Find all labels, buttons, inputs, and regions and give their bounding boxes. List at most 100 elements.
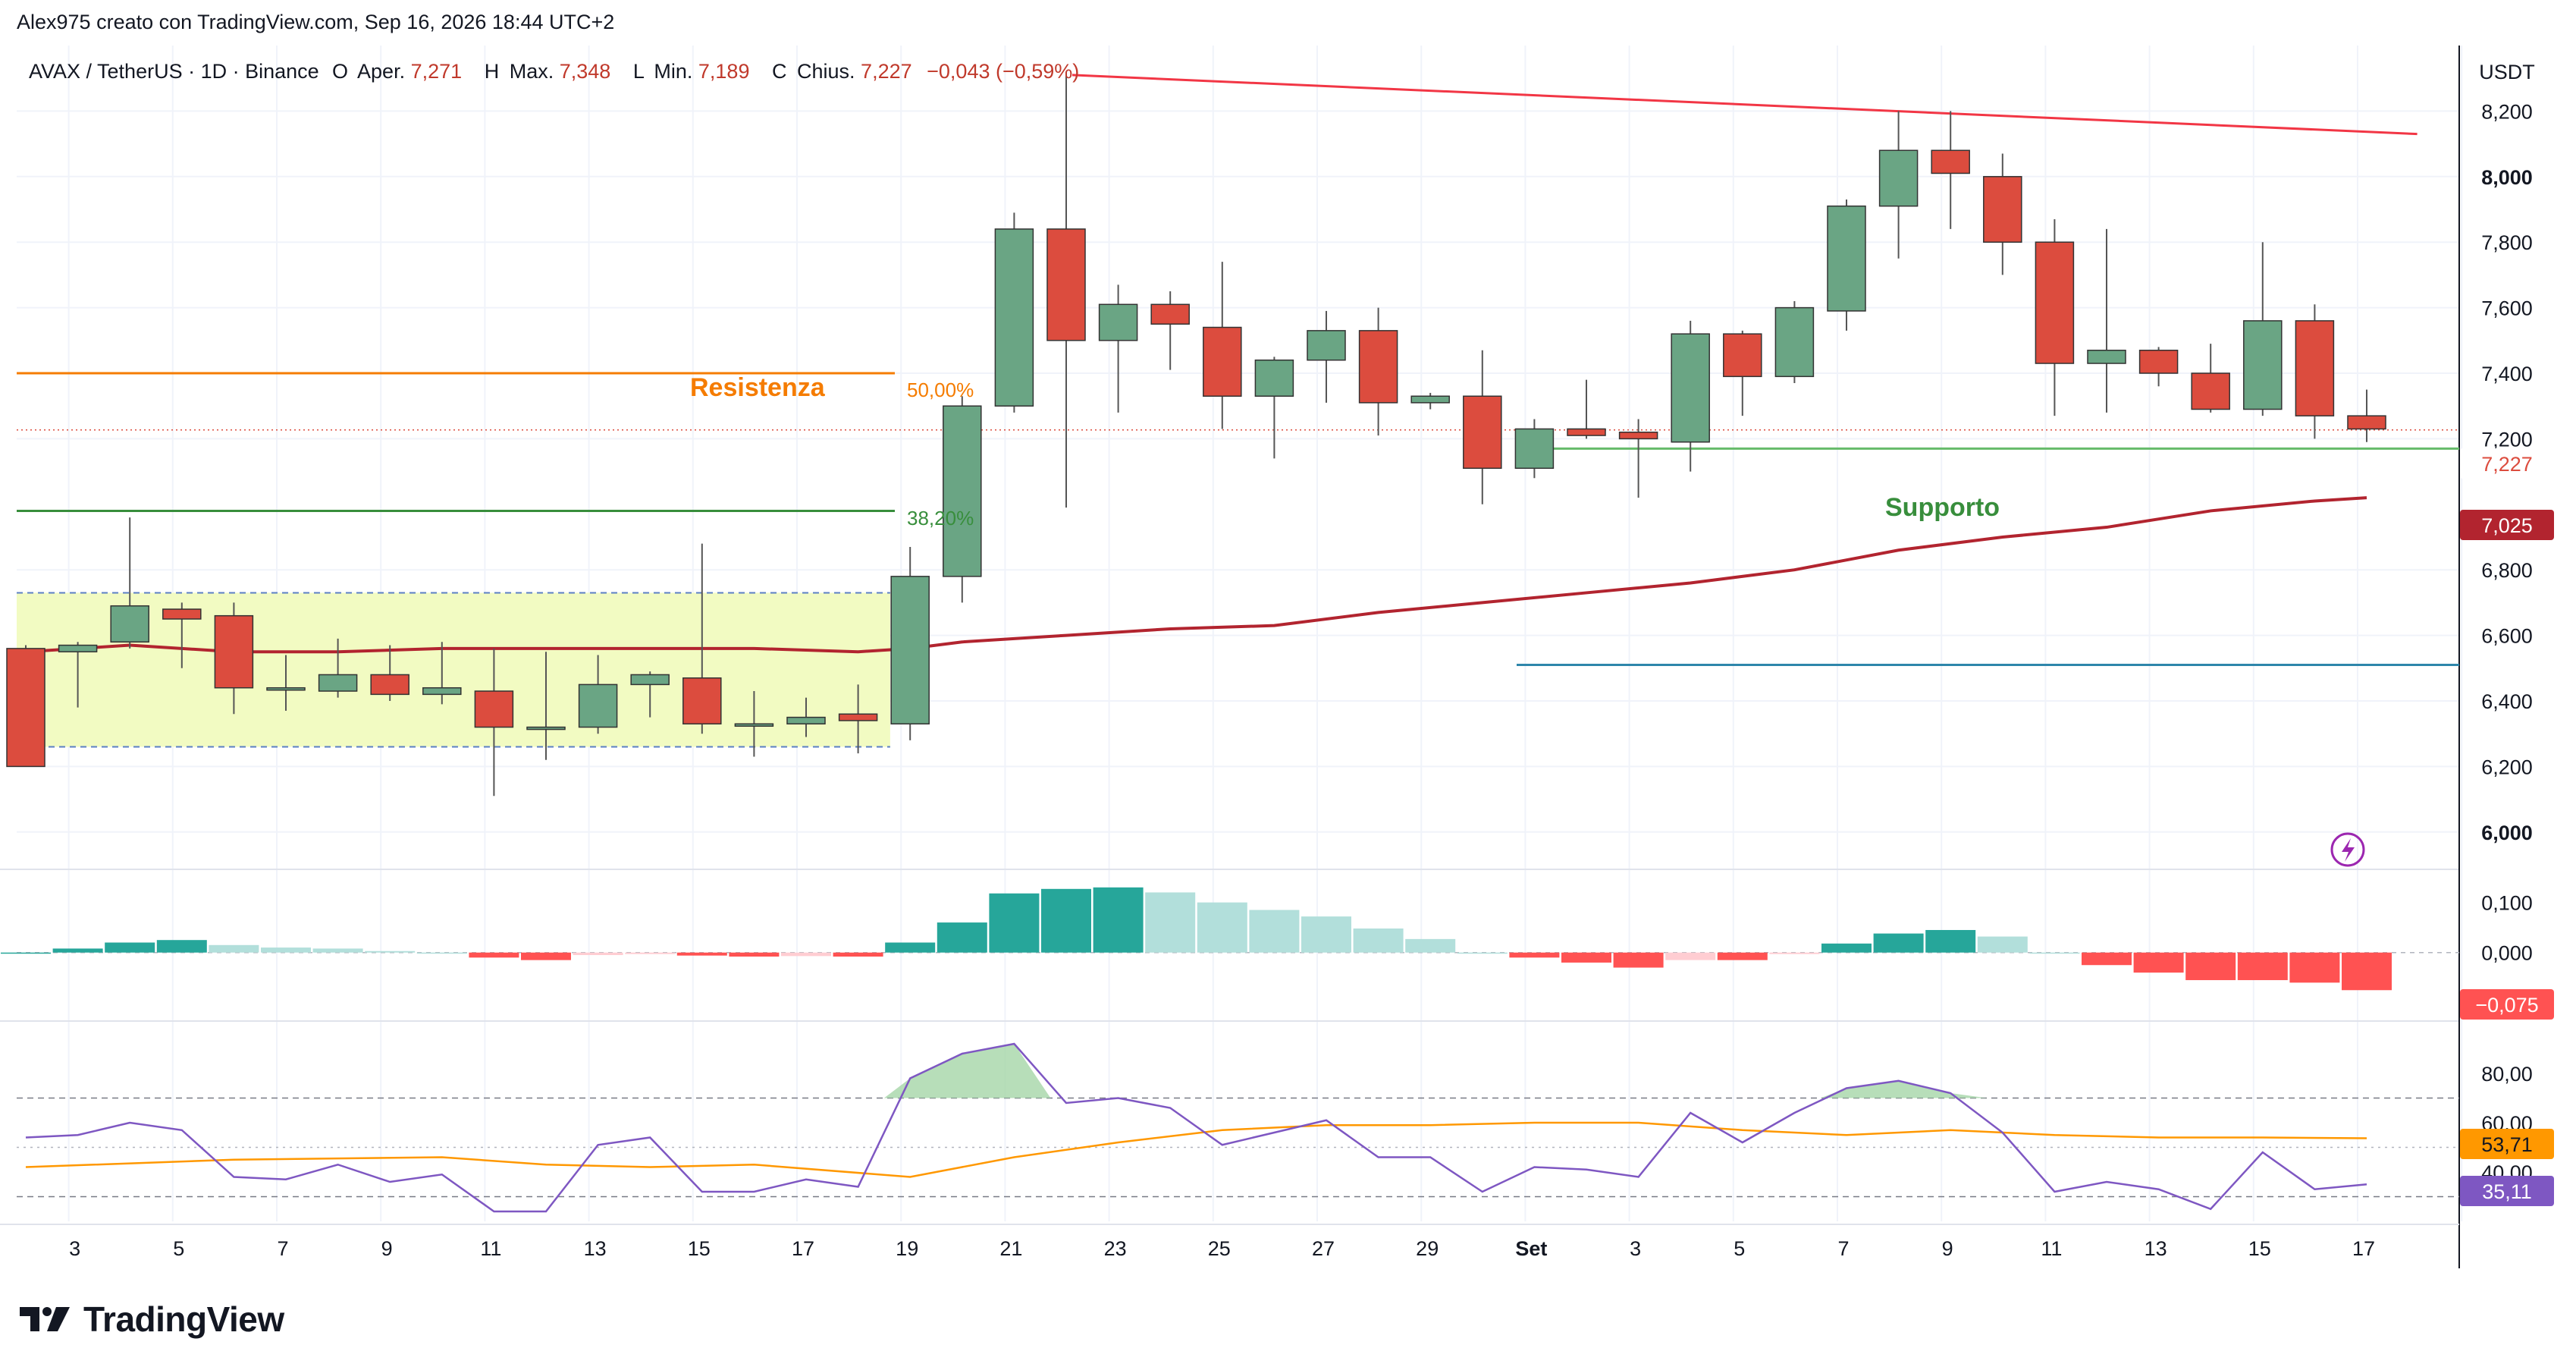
- candle: [1827, 200, 1866, 331]
- candle-body: [1150, 303, 1190, 325]
- macd-bar: [1145, 892, 1196, 953]
- candle: [422, 642, 462, 705]
- macd-tick-label: 0,000: [2481, 942, 2533, 965]
- macd-bar: [729, 952, 780, 957]
- candle: [1671, 320, 1710, 472]
- candle: [1618, 419, 1658, 498]
- price-tick-label: 6,600: [2481, 625, 2533, 648]
- candle: [2191, 344, 2230, 413]
- macd-bar: [989, 893, 1040, 953]
- candle: [1983, 153, 2022, 275]
- price-tick-label: 7,400: [2481, 363, 2533, 385]
- candle: [1098, 284, 1138, 413]
- legend-o-label: O: [332, 60, 348, 83]
- candle: [2035, 218, 2075, 416]
- candle-body: [318, 674, 358, 692]
- candle-body: [370, 674, 409, 696]
- legend-ohlc: O Aper. 7,271 H Max. 7,348 L Min. 7,189 …: [332, 60, 1079, 83]
- macd-bar: [781, 952, 831, 957]
- macd-bar: [2185, 952, 2236, 981]
- time-tick-label: 19: [896, 1237, 918, 1260]
- tradingview-logo-text: TradingView: [83, 1299, 284, 1339]
- candle: [370, 645, 409, 701]
- candle-body: [58, 644, 98, 652]
- fib-382-label: 38,20%: [907, 507, 974, 529]
- macd-bar: [416, 952, 467, 954]
- range-box: [17, 592, 890, 747]
- price-tick-label: 6,800: [2481, 559, 2533, 582]
- candle: [1514, 419, 1555, 479]
- macd-bar: [469, 952, 519, 958]
- candle: [890, 546, 930, 740]
- flash-icon[interactable]: [2330, 832, 2365, 867]
- tradingview-logo[interactable]: TradingView: [18, 1299, 284, 1340]
- time-tick-label: 29: [1416, 1237, 1439, 1260]
- moving-average-line: [25, 496, 2367, 654]
- candlesticks: [6, 71, 2386, 797]
- macd-bar: [156, 940, 207, 953]
- legend-open-value: 7,271: [411, 60, 463, 83]
- candle: [266, 655, 306, 711]
- candle: [943, 396, 982, 603]
- candle-body: [2035, 241, 2075, 364]
- candle: [318, 638, 358, 698]
- candle-body: [734, 723, 774, 727]
- legend-open-label: Aper.: [357, 60, 405, 83]
- candle-body: [422, 687, 462, 696]
- candle: [2347, 389, 2386, 442]
- rsi-panel: [17, 1042, 2459, 1213]
- macd-bar: [2133, 952, 2184, 973]
- legend-close-label: Chius.: [797, 60, 855, 83]
- currency-label[interactable]: USDT: [2479, 61, 2535, 83]
- macd-bar: [625, 952, 676, 954]
- time-tick-label: 5: [1734, 1237, 1745, 1260]
- macd-bar: [1873, 933, 1924, 953]
- svg-text:53,71: 53,71: [2481, 1133, 2533, 1156]
- macd-bar: [1197, 902, 1247, 953]
- macd-bar: [105, 942, 155, 953]
- candle: [110, 517, 149, 649]
- candle-body: [1463, 395, 1502, 470]
- candle-body: [890, 576, 930, 724]
- price-tick-label: 7,600: [2481, 297, 2533, 320]
- time-tick-label: 11: [2041, 1237, 2062, 1260]
- candle-body: [1618, 432, 1658, 440]
- candle: [1358, 307, 1398, 436]
- legend-l-label: L: [633, 60, 645, 83]
- macd-bar: [2082, 952, 2132, 966]
- macd-bar: [1769, 952, 1820, 954]
- macd-bar: [937, 922, 987, 953]
- candle: [1774, 300, 1815, 383]
- candle: [526, 652, 566, 760]
- macd-bar: [521, 952, 571, 960]
- candle-body: [1410, 395, 1450, 404]
- macd-bar: [2237, 952, 2288, 981]
- macd-bar: [676, 952, 727, 956]
- overlays: [17, 74, 2459, 748]
- candle-body: [630, 674, 670, 686]
- legend-c-label: C: [772, 60, 787, 83]
- legend-symbol[interactable]: AVAX / TetherUS · 1D · Binance: [29, 60, 319, 83]
- tradingview-logo-icon: [20, 1307, 70, 1331]
- macd-bar: [1457, 952, 1508, 954]
- rsi-overbought-fill: [1820, 1080, 1988, 1098]
- candle: [1567, 379, 1606, 439]
- time-tick-label: Set: [1515, 1237, 1547, 1260]
- candle-body: [1098, 303, 1138, 341]
- macd-bar: [1405, 938, 1456, 953]
- macd-bar: [365, 951, 416, 953]
- candle: [2138, 347, 2179, 387]
- candle-body: [1671, 333, 1710, 443]
- candle-body: [1983, 176, 2022, 243]
- legend-h-label: H: [485, 60, 500, 83]
- time-tick-label: 5: [173, 1237, 184, 1260]
- macd-bar: [209, 944, 259, 953]
- macd-bar: [1301, 916, 1351, 953]
- resistance-label: Resistenza: [690, 373, 826, 402]
- price-tick-label: 6,000: [2481, 822, 2533, 844]
- time-tick-label: 15: [688, 1237, 711, 1260]
- candle-body: [994, 228, 1034, 407]
- candle-body: [682, 677, 722, 724]
- candle: [786, 697, 826, 737]
